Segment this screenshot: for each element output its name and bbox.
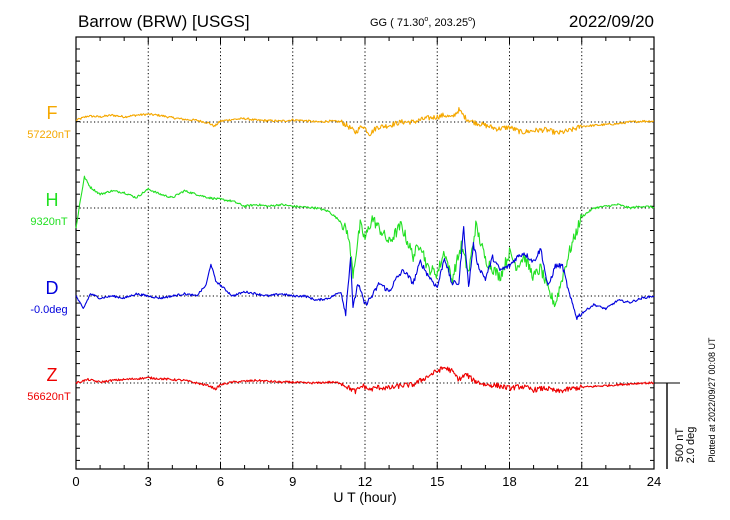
x-tick-label: 3 bbox=[145, 474, 152, 489]
x-tick-label: 0 bbox=[72, 474, 79, 489]
x-tick-label: 15 bbox=[430, 474, 444, 489]
series-name-d: D bbox=[46, 278, 59, 298]
scale-bar-nt-label: 500 nT bbox=[674, 428, 686, 463]
x-axis-label: U T (hour) bbox=[333, 489, 396, 505]
series-line-h bbox=[75, 175, 655, 308]
x-tick-label: 21 bbox=[575, 474, 589, 489]
series-labels: F 57220nT H 9320nT D -0.0deg Z 56620nT bbox=[27, 103, 71, 403]
x-tick-label: 6 bbox=[217, 474, 224, 489]
x-tick-labels: 0 3 6 9 12 15 18 21 24 bbox=[72, 474, 661, 489]
series-baseline-z: 56620nT bbox=[27, 391, 71, 403]
series-name-h: H bbox=[46, 190, 59, 210]
x-tick-label: 12 bbox=[358, 474, 372, 489]
plotted-timestamp: Plotted at 2022/09/27 00:08 UT bbox=[707, 337, 717, 463]
series-line-d bbox=[75, 226, 655, 321]
series-name-z: Z bbox=[47, 365, 58, 385]
series-line-f bbox=[75, 107, 654, 137]
series-name-f: F bbox=[47, 103, 58, 123]
x-tick-label: 18 bbox=[502, 474, 516, 489]
series-baseline-h: 9320nT bbox=[30, 216, 68, 228]
series-baseline-f: 57220nT bbox=[27, 129, 71, 141]
x-tick-label: 9 bbox=[289, 474, 296, 489]
grid-lines bbox=[147, 37, 583, 469]
series-lines bbox=[75, 107, 655, 395]
scale-bar: 500 nT 2.0 deg bbox=[654, 382, 697, 469]
baselines bbox=[76, 121, 654, 384]
scale-bar-deg-label: 2.0 deg bbox=[685, 427, 697, 464]
series-baseline-d: -0.0deg bbox=[30, 304, 67, 316]
axis-ticks bbox=[75, 37, 655, 469]
coordinates-label: GG ( 71.30o, 203.25o) bbox=[370, 16, 476, 29]
x-tick-label: 24 bbox=[647, 474, 661, 489]
station-title: Barrow (BRW) [USGS] bbox=[78, 12, 250, 31]
date-label: 2022/09/20 bbox=[569, 12, 654, 31]
series-line-z bbox=[75, 366, 655, 395]
